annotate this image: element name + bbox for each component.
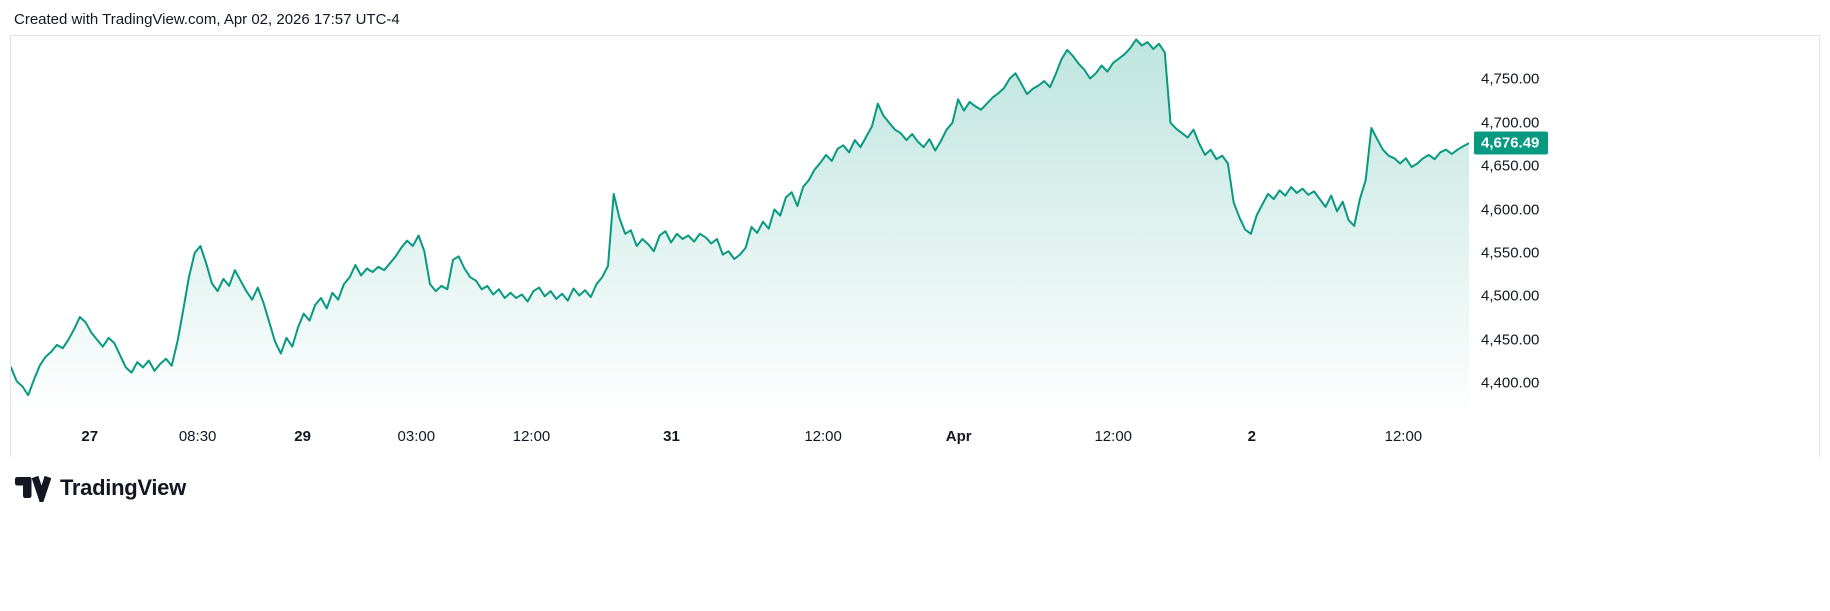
time-axis-label: 12:00 — [1094, 428, 1133, 445]
time-axis-label: 03:00 — [397, 428, 436, 445]
tradingview-brand-text: TradingView — [60, 474, 186, 500]
price-axis-label: 4,650.00 — [1481, 157, 1540, 175]
time-axis-label: 12:00 — [1384, 428, 1423, 445]
time-axis-label: 08:30 — [178, 428, 217, 445]
price-axis-label: 4,700.00 — [1481, 114, 1540, 132]
footer: TradingView — [14, 473, 1830, 502]
price-axis-label: 4,450.00 — [1481, 331, 1540, 349]
time-axis-label: 12:00 — [804, 428, 842, 445]
price-axis-label: 4,750.00 — [1481, 70, 1540, 88]
plot-area[interactable]: 27 08:30 29 03:00 12:00 31 12:00 Apr 12:00 2 12:00 — [11, 36, 1469, 458]
time-axis[interactable]: 27 08:30 29 03:00 12:00 31 12:00 Apr 12:00 2 12:00 — [11, 416, 1469, 458]
time-axis-label: 31 — [663, 428, 680, 445]
area-fill — [11, 39, 1469, 416]
price-axis[interactable]: 4,676.49 4,750.00 4,700.00 4,650.00 4,600.0… — [1469, 36, 1819, 458]
price-chart[interactable] — [11, 36, 1469, 416]
time-axis-label: 27 — [81, 428, 99, 445]
price-axis-label: 4,550.00 — [1481, 244, 1540, 262]
price-axis-label: 4,400.00 — [1481, 374, 1540, 392]
time-axis-label: 2 — [1247, 428, 1256, 445]
price-axis-label: 4,600.00 — [1481, 201, 1540, 218]
tradingview-logo-icon — [15, 475, 51, 502]
chart-container: 27 08:30 29 03:00 12:00 31 12:00 Apr 12:00 2 12:00… — [10, 35, 1820, 457]
last-price-badge: 4,676.49 — [1474, 131, 1549, 155]
attribution-text: Created with TradingView.com, Apr 02, 20… — [14, 11, 400, 28]
line-series — [11, 38, 1469, 397]
price-axis-label: 4,500.00 — [1481, 287, 1540, 305]
time-axis-label: Apr — [945, 428, 972, 445]
time-axis-label: 29 — [294, 428, 311, 445]
time-axis-label: 12:00 — [512, 428, 551, 445]
